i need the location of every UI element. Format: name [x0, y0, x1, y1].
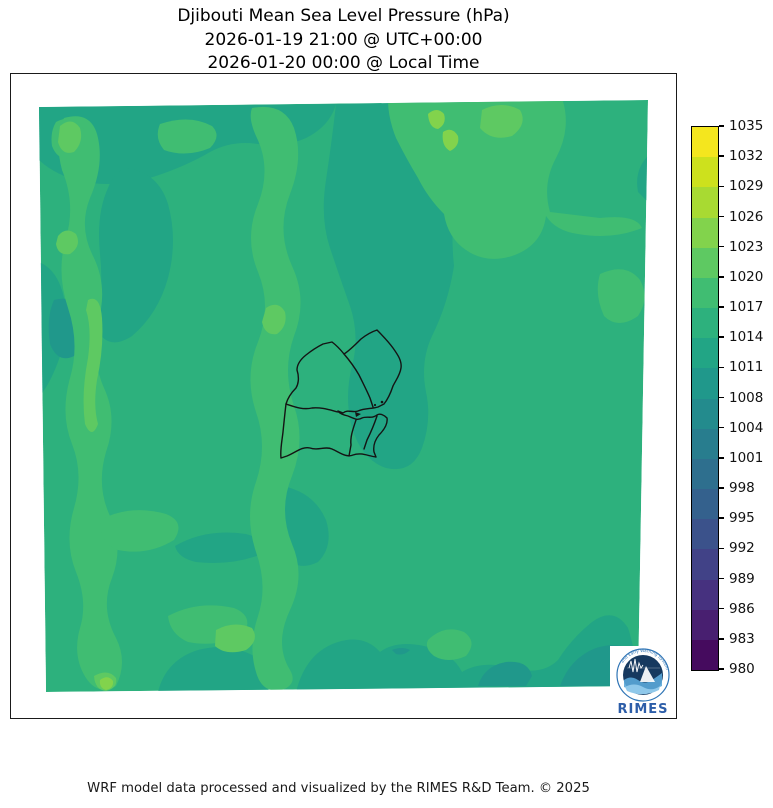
colorbar-tick-label: 1014 [729, 329, 764, 346]
colorbar-tick-mark [719, 245, 724, 248]
colorbar-tick-mark [719, 185, 724, 188]
colorbar-tick-label: 1035 [729, 118, 764, 134]
region-border [348, 419, 357, 457]
colorbar-tick-label: 998 [729, 480, 755, 496]
colorbar-segment [692, 277, 718, 309]
colorbar-tick: 992 [719, 540, 755, 556]
colorbar-tick-label: 995 [729, 510, 755, 527]
colorbar-segment [692, 368, 718, 399]
colorbar-tick-mark [719, 396, 724, 399]
colorbar-tick-label: 1020 [729, 268, 764, 285]
colorbar-segment [692, 217, 718, 248]
colorbar-tick-mark [719, 215, 724, 218]
colorbar-tick-label: 980 [729, 661, 755, 677]
colorbar-tick: 983 [719, 631, 755, 647]
colorbar-tick-label: 983 [729, 630, 755, 647]
colorbar-tick-label: 1017 [729, 299, 764, 315]
djibouti-outer-boundary [280, 329, 402, 459]
colorbar-segment [692, 398, 718, 429]
logo-seismograph [627, 658, 660, 673]
colorbar-tick: 989 [719, 571, 755, 587]
colorbar-tick: 1023 [719, 239, 763, 255]
region-border [363, 415, 378, 450]
colorbar-tick: 1004 [719, 420, 763, 436]
colorbar-tick-mark [719, 457, 724, 459]
colorbar-tick-mark [719, 155, 724, 157]
colorbar-tick: 1029 [719, 178, 763, 194]
colorbar-tick-label: 1029 [729, 178, 764, 195]
chart-subtitle-utc: 2026-01-19 21:00 @ UTC+00:00 [204, 29, 483, 50]
pressure-band-highest [99, 110, 459, 690]
colorbar-tick: 1026 [719, 209, 763, 225]
colorbar-tick-mark [719, 306, 724, 308]
colorbar-tick: 1014 [719, 329, 763, 345]
rimes-logo: and Early Warning System RIMES [610, 646, 676, 718]
colorbar-segment [692, 308, 718, 339]
colorbar-tick: 986 [719, 601, 755, 617]
colorbar-tick: 980 [719, 661, 755, 677]
djibouti-boundary [280, 329, 402, 459]
pressure-band-higher [56, 105, 523, 691]
colorbar-tick-label: 1008 [729, 389, 764, 406]
colorbar-tick: 1032 [719, 148, 763, 164]
coastal-islets [355, 400, 384, 417]
colorbar-tick: 1008 [719, 390, 763, 406]
colorbar-tick-label: 1001 [729, 449, 764, 466]
colorbar-tick: 998 [719, 480, 755, 496]
colorbar-tick-label: 1023 [729, 238, 764, 255]
colorbar-segment [692, 458, 718, 490]
colorbar [691, 126, 719, 671]
colorbar-tick-label: 1026 [729, 208, 764, 225]
colorbar-tick: 1011 [719, 359, 763, 375]
colorbar-tick-label: 986 [729, 600, 755, 617]
colorbar-tick-mark [719, 668, 724, 670]
colorbar-tick: 995 [719, 510, 755, 526]
colorbar-segment [692, 127, 718, 158]
colorbar-tick-label: 989 [729, 570, 755, 587]
colorbar-tick-mark [719, 276, 724, 278]
chart-title: Djibouti Mean Sea Level Pressure (hPa) [177, 6, 510, 26]
colorbar-segment [692, 489, 718, 520]
colorbar-tick-mark [719, 517, 724, 519]
colorbar-ticks: 1035 1032 1029 1026 1023 1020 1017 1014 1011 1008… [719, 118, 773, 677]
colorbar-segment [692, 639, 718, 671]
colorbar-tick: 1017 [719, 299, 763, 315]
colorbar-tick-label: 1004 [729, 419, 764, 436]
colorbar-tick: 1035 [719, 118, 763, 134]
colorbar-tick-mark [719, 487, 724, 489]
colorbar-tick-mark [719, 607, 724, 610]
colorbar-tick-mark [719, 638, 724, 640]
region-border [343, 353, 374, 408]
colorbar-segment [692, 247, 718, 278]
colorbar-segment [692, 609, 718, 640]
colorbar-tick: 1020 [719, 269, 763, 285]
colorbar-tick-mark [719, 577, 724, 580]
colorbar-segment [692, 579, 718, 610]
colorbar-tick-label: 1032 [729, 148, 764, 165]
colorbar-tick-label: 1011 [729, 359, 764, 376]
colorbar-segment [692, 187, 718, 218]
colorbar-tick-mark [719, 366, 724, 369]
colorbar-tick-mark [719, 426, 724, 429]
colorbar-segment [692, 428, 718, 459]
chart-subtitle-local: 2026-01-20 00:00 @ Local Time [207, 53, 480, 73]
logo-waves [624, 666, 662, 695]
chart-title-block: Djibouti Mean Sea Level Pressure (hPa) 2… [10, 5, 677, 76]
colorbar-tick-mark [719, 125, 724, 127]
region-border [285, 403, 339, 413]
logo-wordmark: RIMES [617, 702, 668, 717]
colorbar-tick-mark [719, 547, 724, 550]
footer-credit: WRF model data processed and visualized … [87, 781, 590, 796]
colorbar-segment [692, 338, 718, 369]
colorbar-segment [692, 549, 718, 580]
colorbar-tick-label: 992 [729, 540, 755, 557]
colorbar-tick-mark [719, 336, 724, 338]
colorbar-segment [692, 157, 718, 188]
colorbar-tick: 1001 [719, 450, 763, 466]
colorbar-segment [692, 519, 718, 550]
